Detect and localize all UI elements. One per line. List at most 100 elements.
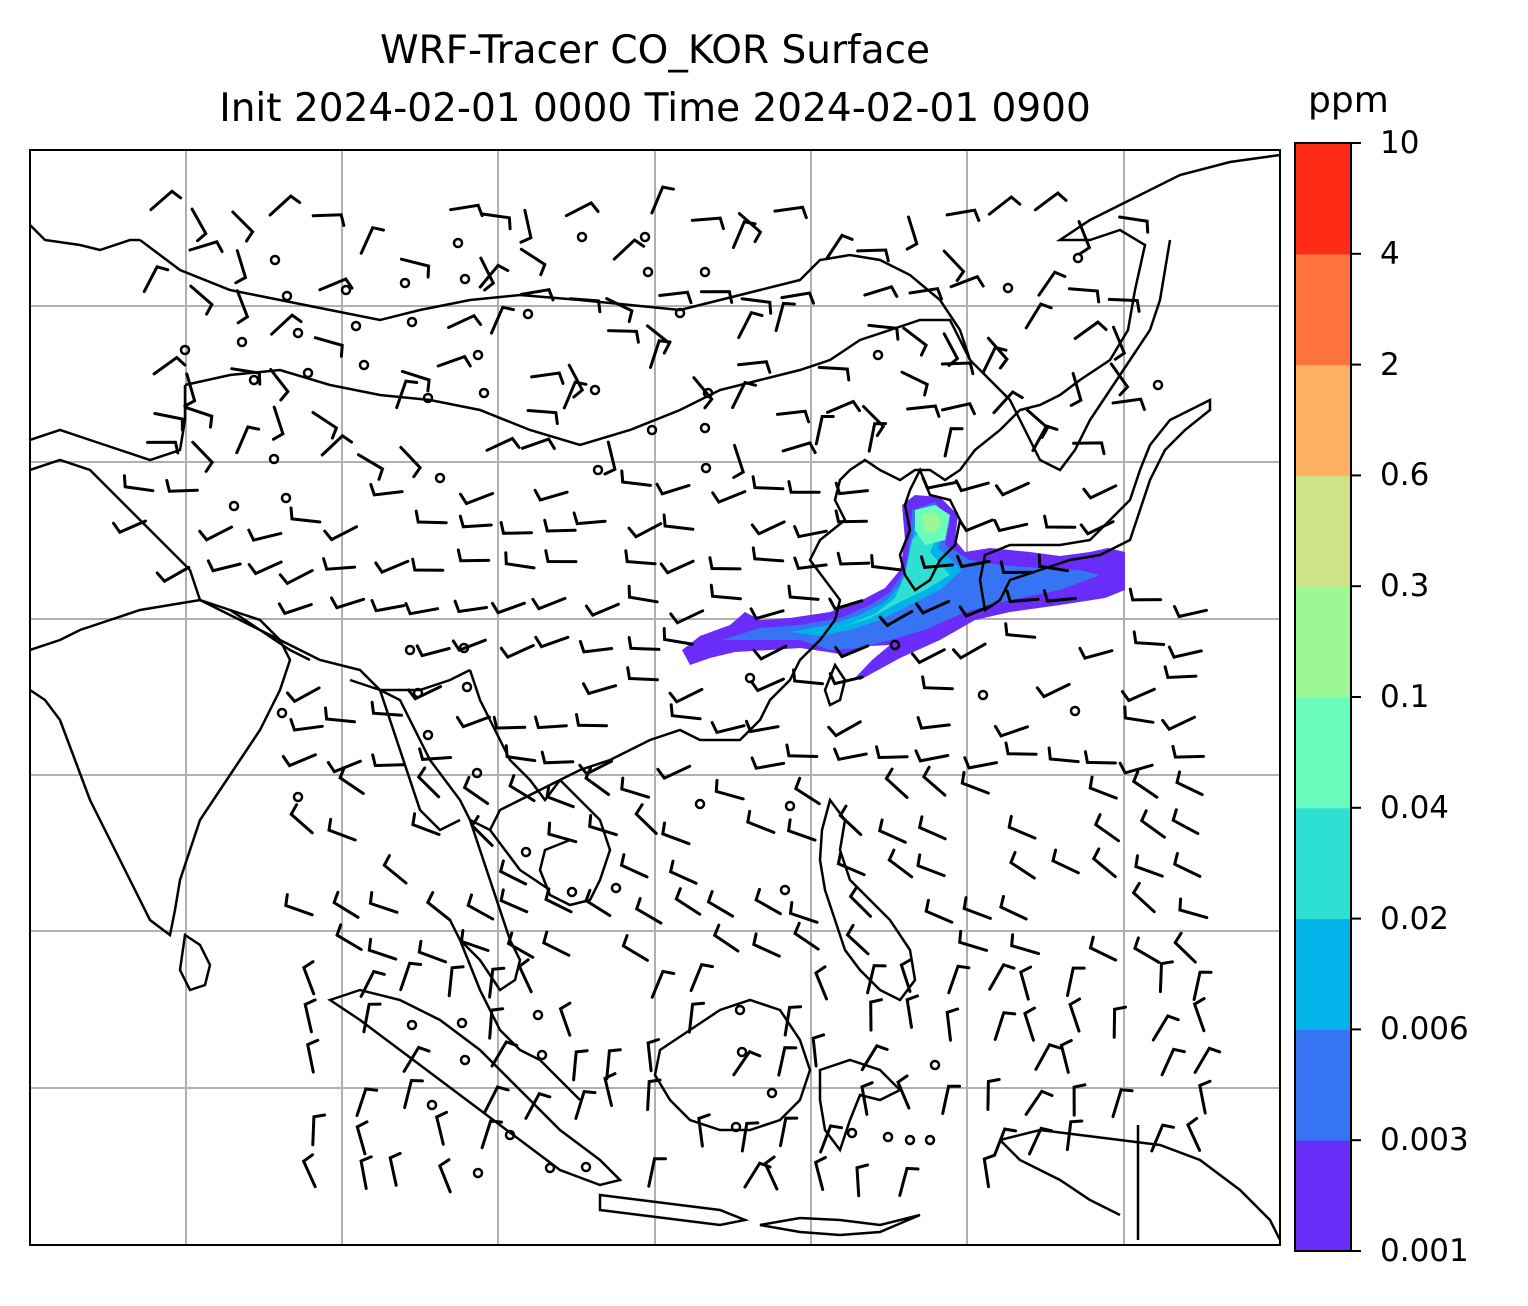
wind-barb-319	[712, 923, 740, 953]
wind-barb-87	[731, 380, 758, 410]
wind-barb-254	[584, 766, 611, 796]
wind-barb-347	[488, 1007, 505, 1040]
coast-indochina	[448, 779, 612, 992]
wind-barb-279	[1139, 809, 1166, 839]
wind-barb-342	[1066, 966, 1086, 997]
wind-barb-1	[190, 207, 208, 243]
calm-wind-circle-12	[452, 237, 464, 249]
wind-barb-257	[793, 776, 821, 806]
wind-barb-229	[1161, 715, 1196, 732]
wind-barb-107	[814, 415, 835, 446]
colorbar-tick-label-6: 0.3	[1380, 568, 1430, 605]
wind-barb-290	[1091, 847, 1117, 879]
wind-barb-70	[567, 363, 585, 399]
wind-barb-80	[153, 412, 184, 432]
wind-barb-346	[362, 1002, 382, 1034]
wind-barb-176	[669, 609, 705, 625]
wind-barb-308	[962, 896, 992, 920]
calm-wind-circle-56	[456, 1017, 468, 1029]
wind-barb-340	[988, 962, 1016, 991]
wind-barb-31	[189, 284, 214, 316]
wind-barb-186	[1128, 587, 1163, 602]
wind-barb-377	[524, 1091, 552, 1120]
wind-barb-238	[750, 756, 786, 770]
wind-barb-338	[899, 958, 913, 993]
wind-barb-133	[458, 514, 493, 529]
wind-barb-326	[1133, 936, 1161, 964]
wind-barb-244	[1004, 741, 1038, 756]
wind-barb-0	[149, 189, 183, 212]
wind-barb-201	[1132, 630, 1166, 646]
wind-barb-141	[834, 509, 868, 524]
wind-barb-128	[198, 525, 234, 542]
wind-barb-40	[740, 297, 773, 315]
wind-barb-159	[751, 546, 785, 563]
wind-barb-367	[777, 1046, 798, 1077]
wind-barb-72	[692, 376, 714, 410]
wind-barb-227	[993, 724, 1029, 738]
wind-barb-287	[916, 853, 946, 878]
wind-barb-225	[827, 720, 862, 738]
wind-barb-400	[1150, 1123, 1175, 1153]
calm-wind-circle-73	[929, 1059, 941, 1071]
calm-wind-circle-2	[269, 254, 281, 266]
calm-wind-circle-24	[699, 266, 711, 278]
calm-wind-circle-10	[406, 316, 418, 328]
wind-barb-174	[584, 602, 620, 617]
calm-wind-circle-40	[412, 687, 424, 699]
calm-wind-circle-57	[459, 1054, 471, 1066]
wind-barb-235	[540, 750, 575, 765]
wind-barb-163	[920, 555, 954, 570]
coast-sumatra	[327, 988, 623, 1187]
wind-barb-230	[281, 753, 317, 768]
wind-barb-389	[311, 1113, 327, 1147]
wind-barb-5	[449, 203, 484, 218]
wind-barb-246	[1083, 750, 1117, 765]
wind-barb-52	[607, 329, 640, 344]
wind-barb-316	[506, 931, 535, 959]
calm-wind-circle-22	[646, 424, 658, 436]
colorbar-tick-label-9: 4	[1380, 235, 1400, 272]
calm-wind-circle-60	[426, 1099, 438, 1111]
wind-barb-221	[575, 713, 608, 728]
wind-barb-220	[534, 715, 568, 730]
wind-barb-148	[247, 560, 283, 576]
wind-barb-198	[952, 642, 987, 660]
wind-barb-291	[1134, 854, 1164, 878]
calm-wind-circle-39	[404, 644, 416, 656]
wind-barb-359	[1192, 997, 1206, 1033]
border-nepal	[229, 608, 311, 662]
coast-east-asia	[349, 153, 1280, 832]
wind-barb-84	[395, 379, 419, 410]
wind-barb-123	[921, 476, 957, 490]
colorbar-tick-label-0: 0.001	[1380, 1233, 1469, 1269]
wind-barb-93	[992, 390, 1024, 415]
wind-barb-353	[945, 1007, 960, 1042]
wind-barb-162	[870, 554, 902, 572]
calm-wind-circle-9	[399, 277, 411, 289]
calm-wind-circle-72	[924, 1134, 936, 1146]
wind-barb-160	[793, 556, 828, 571]
wind-barb-395	[779, 1116, 799, 1148]
wind-barb-101	[399, 445, 423, 479]
wind-barb-211	[921, 675, 954, 691]
wind-barb-271	[661, 821, 691, 846]
wind-barb-195	[752, 644, 788, 661]
coast-malay	[458, 939, 581, 1101]
wind-barb-39	[699, 290, 734, 304]
wind-barb-276	[917, 815, 947, 841]
wind-barb-386	[1072, 1083, 1087, 1117]
wind-barb-330	[399, 961, 423, 992]
wind-barb-378	[574, 1089, 597, 1120]
wind-barb-183	[958, 603, 994, 618]
wind-barb-139	[750, 520, 786, 536]
wind-barb-146	[155, 565, 191, 584]
gridlines	[30, 150, 1280, 1245]
wind-barb-409	[813, 1156, 827, 1191]
wind-barb-178	[749, 607, 785, 621]
wind-barb-277	[1007, 814, 1037, 840]
wind-barb-323	[958, 929, 989, 952]
wind-barb-372	[1160, 1047, 1186, 1077]
wind-barb-231	[326, 759, 362, 774]
wind-barb-45	[1037, 270, 1067, 297]
